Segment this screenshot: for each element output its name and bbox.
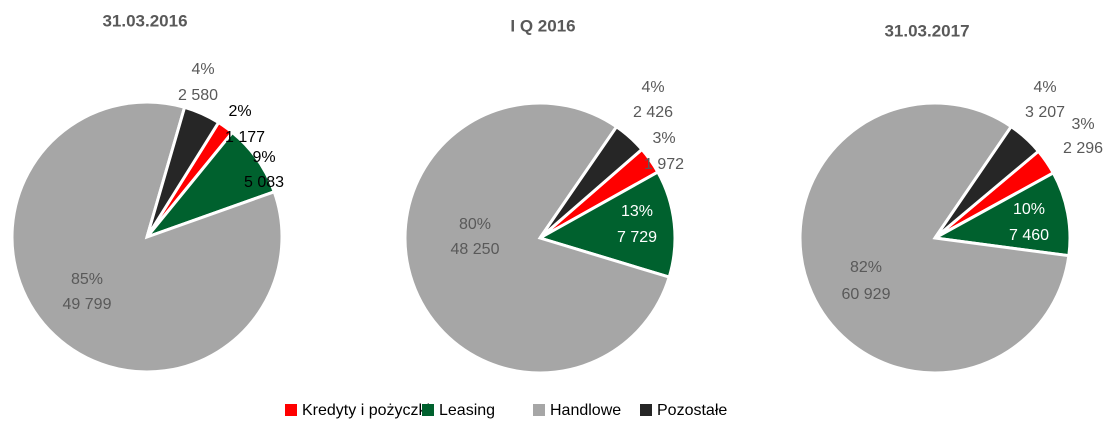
legend-label: Kredyty i pożyczki [302,402,430,419]
legend-swatch [640,404,652,416]
legend-swatch [422,404,434,416]
chart-title: 31.03.2016 [102,11,187,30]
legend-swatch [533,404,545,416]
pie-slice [536,170,677,279]
pie-slice [403,101,672,375]
chart-title: 31.03.2017 [884,21,969,40]
value-label: 7 460 [1009,227,1049,244]
percent-label: 2% [228,103,251,120]
pie-slice [930,170,1072,258]
percent-label: 85% [71,271,103,288]
value-label: 2 580 [178,87,218,104]
chart-title: I Q 2016 [510,16,575,35]
percent-label: 80% [459,216,491,233]
legend-label: Pozostałe [657,402,727,419]
legend-swatch [285,404,297,416]
value-label: 48 250 [451,241,500,258]
percent-label: 82% [850,259,882,276]
pie-slice [933,124,1041,240]
value-label: 60 929 [842,286,891,303]
percent-label: 4% [191,61,214,78]
percent-label: 3% [1071,116,1094,133]
value-label: 1 972 [644,156,684,173]
percent-label: 9% [252,149,275,166]
legend-label: Leasing [439,402,495,419]
pie-slice [538,124,645,240]
legend-label: Handlowe [550,402,621,419]
percent-label: 13% [621,203,653,220]
value-label: 1 177 [225,129,265,146]
pie-slice [798,101,1071,375]
percent-label: 4% [641,79,664,96]
value-label: 3 207 [1025,104,1065,121]
percent-label: 10% [1013,201,1045,218]
pie-slice [145,105,221,238]
value-label: 49 799 [63,296,112,313]
percent-label: 4% [1033,79,1056,96]
value-label: 5 083 [244,174,284,191]
percent-label: 3% [652,130,675,147]
value-label: 7 729 [617,229,657,246]
value-label: 2 426 [633,104,673,121]
value-label: 2 296 [1063,140,1103,157]
